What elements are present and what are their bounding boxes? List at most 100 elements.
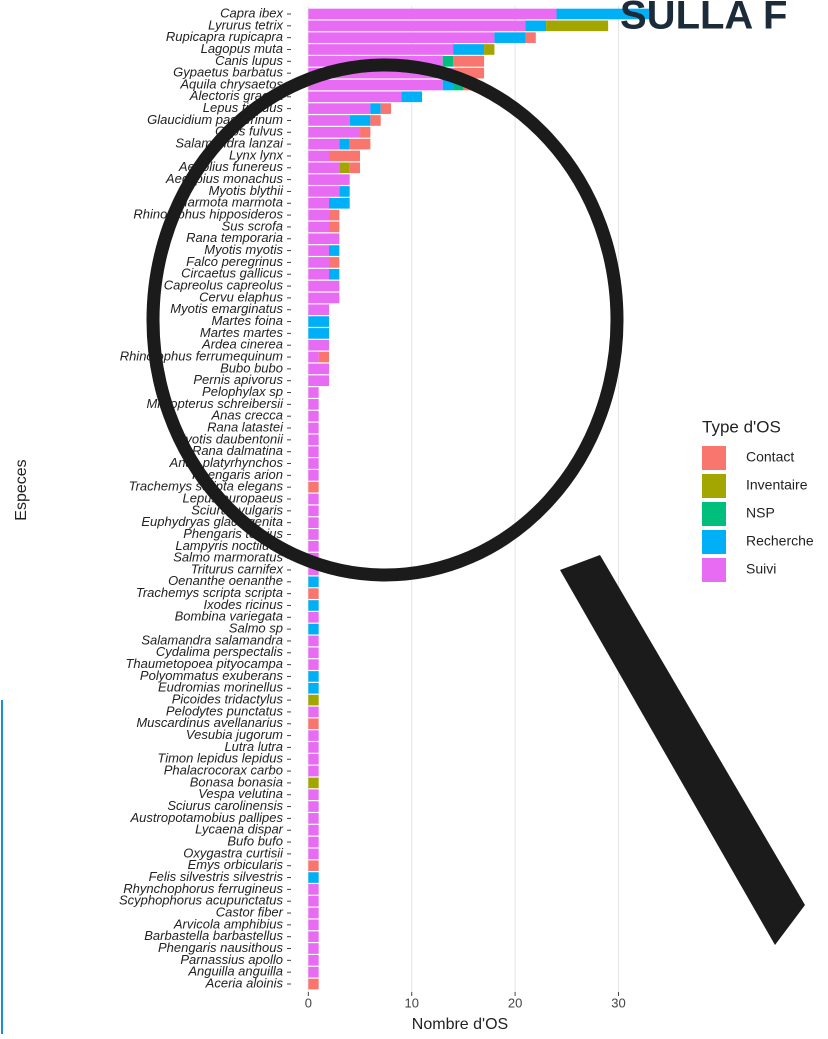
y-tick-label: Ixodes ricinus [204,597,284,612]
bar-segment [308,79,443,91]
y-tick-label: Salmo sp [229,621,283,636]
y-tick-label: Martes martes [200,325,284,340]
bar-segment [308,517,319,528]
legend-swatch [702,530,726,554]
y-tick-label: Pelophylax sp [202,384,283,399]
bar-segment [308,907,319,919]
bar-segment [546,20,609,32]
y-tick-label: Muscardinus avellanarius [136,715,283,730]
bar-segment [442,79,454,91]
bar-segment [308,209,330,221]
y-tick-label: Picoides tridactylus [172,692,284,707]
bar-segment [442,55,454,67]
bar-segment [308,635,319,647]
bar-segment [308,955,319,966]
y-tick-label: Gypaetus barbatus [173,65,283,80]
bar-segment [308,268,330,280]
bar-segment [329,268,340,280]
bar-segment [318,351,330,363]
legend-swatch [702,474,726,498]
bar-segment [308,174,350,185]
bar-segment [329,197,350,209]
bar-segment [308,540,319,552]
y-tick-label: Bubo bubo [220,360,283,375]
bar-segment [308,67,454,79]
handle [560,555,805,945]
y-tick-label: Vesubia jugorum [186,727,283,742]
bar-segment [308,694,319,706]
y-tick-label: Rana temporaria [186,230,283,245]
y-tick-label: Ardea cinerea [201,337,283,352]
bar-segment [308,280,340,292]
bar-segment [308,576,319,588]
bar-segment [329,150,361,162]
bar-segment [308,186,340,197]
y-tick-label: Canis lupus [215,53,283,68]
bar-segment [329,221,340,233]
x-axis-label: Nombre d'OS [412,1016,508,1033]
bar-segment [308,32,495,43]
y-tick-label: Marmota marmota [177,195,283,210]
bar-segment [308,564,319,576]
y-tick-label: Pelodytes punctatus [166,703,284,718]
legend-title: Type d'OS [702,417,781,436]
bar-segment [308,824,319,836]
bar-segment [308,493,319,505]
y-tick-label: Oenanthe oenanthe [168,573,283,588]
y-tick-label: Bufo bufo [227,833,283,848]
y-tick-label: Myotis blythii [209,183,285,198]
bar-segment [308,44,454,55]
bar-segment [308,339,330,351]
y-tick-label: Capra ibex [220,5,283,20]
y-tick-label: Anguilla anguilla [187,964,283,979]
bar-segment [308,777,319,789]
y-tick-label: Phengaris arion [192,467,283,482]
bar-segment [308,257,330,268]
bar-segment [453,44,485,55]
y-tick-label: Cervu elaphus [199,289,283,304]
bar-segment [308,931,319,943]
y-tick-label: Timon lepidus lepidus [157,751,283,766]
y-tick-label: Rana latastei [207,419,284,434]
bar-segment [308,884,319,895]
bar-segment [370,115,381,126]
bar-segment [494,32,526,43]
bar-segment [308,872,319,883]
legend-swatch [702,502,726,526]
bar-segment [308,470,319,481]
y-tick-label: Emys orbicularis [188,857,284,872]
x-tick-label: 30 [611,995,625,1010]
bar-segment [453,79,464,91]
bar-segment [308,351,319,363]
bar-segment [349,138,371,150]
lens-ring [146,58,624,582]
legend-label: Contact [746,449,794,465]
y-tick-label: Cydalima perspectalis [156,644,284,659]
y-tick-label: Salamandra lanzai [175,136,284,151]
bar-segment [308,399,319,410]
y-tick-label: Rhynchophorus ferrugineus [123,881,283,896]
bar-segment [556,8,650,20]
bar-segment [484,44,495,55]
y-tick-label: Arvicola amphibius [173,916,284,931]
y-tick-label: Lyrurus tetrix [208,17,283,32]
bar-segment [380,103,392,114]
legend-label: Recherche [746,533,814,549]
bar-segment [308,446,319,458]
y-tick-label: Phalacrocorax carbo [164,763,283,778]
bar-segment [329,257,340,268]
bar-segment [308,20,526,32]
y-tick-label: Salamandra salamandra [141,632,283,647]
bar-segment [308,895,319,907]
bar-segment [370,103,381,114]
bar-segment [308,623,319,635]
y-tick-label: Lynx lynx [229,147,283,162]
bar-segment [308,458,319,469]
y-tick-label: Salmo marmoratus [173,550,283,565]
y-tick-label: Martes foina [211,313,283,328]
y-tick-label: Vespa velutina [198,786,283,801]
y-tick-label: Thaumetopoea pityocampa [125,656,283,671]
bar-segment [349,115,371,126]
bar-segment [308,505,319,517]
bar-segment [308,801,319,812]
